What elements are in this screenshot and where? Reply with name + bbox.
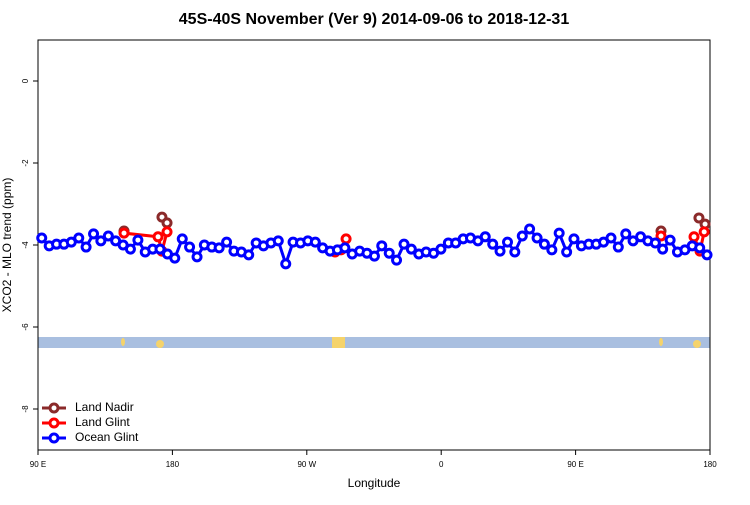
data-point [405,243,417,255]
data-point [280,258,292,270]
legend-swatch [48,432,60,444]
x-tick-label: 90 W [297,460,316,469]
data-point [435,243,447,255]
x-tick-label: 0 [439,460,444,469]
legend-swatch [48,402,60,414]
data-point [516,230,528,242]
data-point [124,243,136,255]
legend-label: Ocean Glint [75,430,139,444]
data-point [176,233,188,245]
data-point [191,251,203,263]
data-point [213,242,225,254]
data-point [36,232,48,244]
data-point [509,246,521,258]
data-point [694,242,706,254]
data-point [80,241,92,253]
data-point [88,228,100,240]
legend-label: Land Glint [75,415,130,429]
data-point [479,231,491,243]
data-point [340,233,352,245]
x-tick-label: 180 [703,460,717,469]
y-tick-label: -4 [21,241,30,249]
data-point [693,212,705,224]
data-point [487,238,499,250]
data-point [102,230,114,242]
data-point [73,232,85,244]
y-tick-label: -6 [21,323,30,331]
y-tick-label: -8 [21,405,30,413]
data-point [649,237,661,249]
data-point [698,226,710,238]
x-axis-label: Longitude [348,476,401,490]
data-point [531,232,543,244]
data-point [152,231,164,243]
data-point [272,235,284,247]
data-point [553,227,565,239]
x-tick-label: 180 [166,460,180,469]
data-point [701,249,713,261]
x-tick-label: 90 E [30,460,46,469]
y-tick-label: -2 [21,159,30,167]
y-axis-label: XCO2 - MLO trend (ppm) [0,178,14,313]
data-point [184,241,196,253]
y-tick-label: 0 [21,78,30,83]
chart-title: 45S-40S November (Ver 9) 2014-09-06 to 2… [179,11,570,28]
data-point [132,234,144,246]
data-point [561,246,573,258]
data-point [391,254,403,266]
data-point [655,230,667,242]
data-point [169,252,181,264]
data-point [161,217,173,229]
data-point [118,227,130,239]
data-point [546,244,558,256]
x-tick-label: 90 E [567,460,583,469]
data-point [494,245,506,257]
data-point [612,241,624,253]
data-point [657,243,669,255]
data-point [524,223,536,235]
data-point [376,240,388,252]
data-point [538,238,550,250]
data-point [605,232,617,244]
data-point [95,235,107,247]
data-point [502,236,514,248]
data-point [620,228,632,240]
data-point [368,250,380,262]
legend-label: Land Nadir [75,400,134,414]
data-point [154,243,166,255]
data-point [221,236,233,248]
data-point [161,226,173,238]
data-point [243,249,255,261]
data-point [398,238,410,250]
legend-swatch [48,417,60,429]
data-point [688,231,700,243]
data-point [383,247,395,259]
data-point [339,242,351,254]
data-point [664,234,676,246]
land-mask-strip [38,337,710,348]
data-point [568,233,580,245]
data-point [309,236,321,248]
